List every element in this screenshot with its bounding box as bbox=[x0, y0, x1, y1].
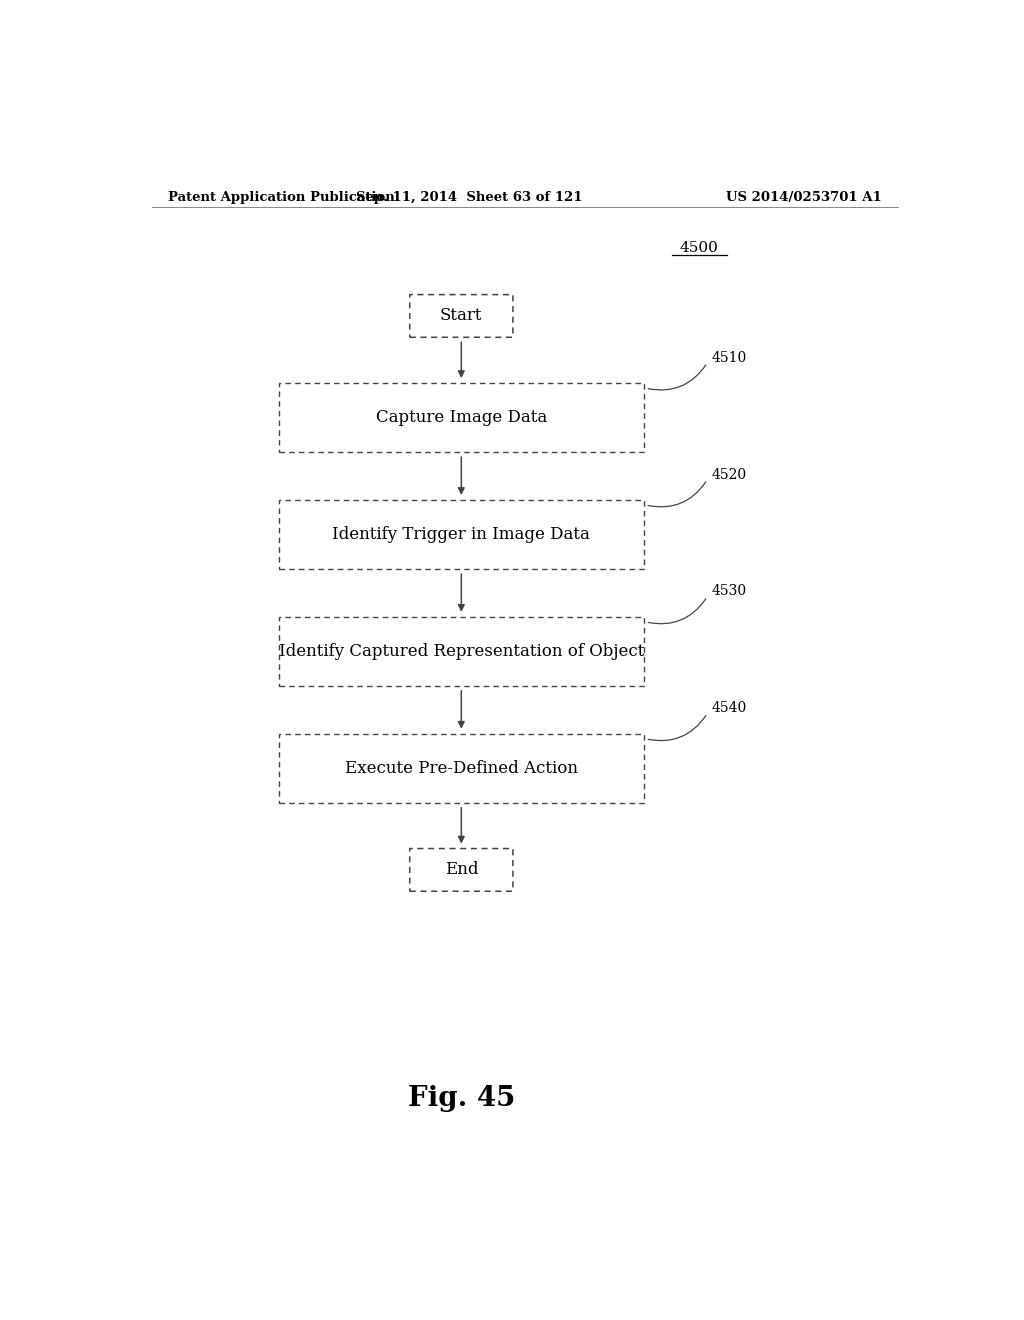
FancyBboxPatch shape bbox=[279, 383, 644, 453]
Text: Sep. 11, 2014  Sheet 63 of 121: Sep. 11, 2014 Sheet 63 of 121 bbox=[356, 190, 583, 203]
Text: Execute Pre-Defined Action: Execute Pre-Defined Action bbox=[345, 760, 578, 776]
Text: Patent Application Publication: Patent Application Publication bbox=[168, 190, 394, 203]
Text: 4510: 4510 bbox=[712, 351, 746, 364]
FancyBboxPatch shape bbox=[410, 294, 513, 338]
Text: 4530: 4530 bbox=[712, 585, 746, 598]
FancyBboxPatch shape bbox=[279, 734, 644, 803]
Text: Identify Trigger in Image Data: Identify Trigger in Image Data bbox=[333, 525, 590, 543]
FancyBboxPatch shape bbox=[279, 616, 644, 686]
Text: Identify Captured Representation of Object: Identify Captured Representation of Obje… bbox=[279, 643, 644, 660]
Text: Capture Image Data: Capture Image Data bbox=[376, 409, 547, 426]
Text: 4540: 4540 bbox=[712, 701, 746, 715]
Text: 4500: 4500 bbox=[680, 242, 719, 255]
FancyBboxPatch shape bbox=[279, 500, 644, 569]
Text: Start: Start bbox=[440, 308, 482, 325]
Text: End: End bbox=[444, 862, 478, 878]
FancyBboxPatch shape bbox=[410, 849, 513, 891]
Text: 4520: 4520 bbox=[712, 467, 746, 482]
Text: Fig. 45: Fig. 45 bbox=[408, 1085, 515, 1111]
Text: US 2014/0253701 A1: US 2014/0253701 A1 bbox=[726, 190, 882, 203]
